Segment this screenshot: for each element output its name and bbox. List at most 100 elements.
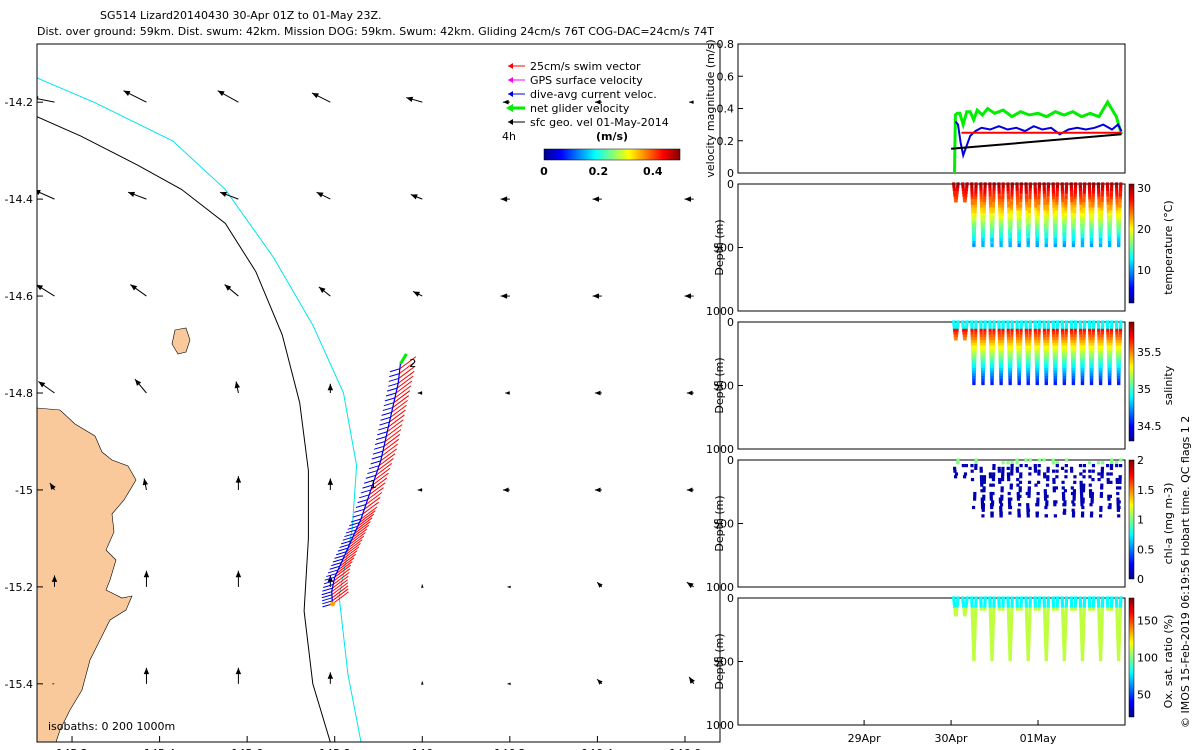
profile-sample-point	[1052, 477, 1056, 482]
profile-sample-point	[997, 325, 1001, 330]
profile-sample-point	[961, 185, 965, 189]
map-legend: 25cm/s swim vector GPS surface velocity …	[502, 60, 681, 178]
profile-sample-point	[1026, 511, 1030, 515]
profile-sample-point	[952, 182, 956, 186]
profile-sample-point	[973, 201, 978, 206]
profile-sample-point	[1054, 229, 1058, 234]
geo-vector-head	[318, 286, 326, 294]
geo-vector-head	[37, 189, 41, 196]
profile-sample-point	[974, 190, 978, 194]
profile-sample-point	[1045, 232, 1049, 236]
profile-sample-point	[982, 342, 986, 346]
profile-sample-point	[1100, 351, 1104, 355]
profile-sample-point	[1097, 613, 1101, 617]
profile-sample-point	[955, 607, 959, 611]
profile-sample-point	[1054, 224, 1058, 228]
profile-sample-point	[1071, 379, 1076, 383]
profile-sample-point	[1034, 345, 1038, 349]
map-background	[37, 44, 720, 742]
profile-sample-point	[1054, 348, 1059, 352]
profile-sample-point	[971, 632, 975, 636]
profile-sample-point	[1088, 469, 1092, 473]
profile-sample-point	[1082, 463, 1087, 468]
profile-sample-point	[1000, 204, 1005, 208]
legend-net-arrow-icon	[506, 104, 513, 112]
profile-sample-point	[1099, 229, 1103, 234]
geo-vector	[143, 667, 150, 684]
swim-vector	[394, 385, 412, 399]
profile-sample-point	[1016, 210, 1020, 214]
profile-sample-point	[973, 337, 978, 341]
profile-sample-point	[1018, 356, 1022, 360]
profile-sample-point	[1080, 241, 1085, 245]
geo-vector	[507, 682, 511, 686]
profile-sample-point	[997, 201, 1002, 206]
profile-sample-point	[1008, 238, 1012, 242]
profile-sample-point	[992, 190, 996, 194]
profile-sample-point	[1045, 351, 1049, 355]
profile-sample-point	[1110, 461, 1114, 465]
profile-sample-point	[1108, 505, 1112, 510]
profile-sample-point	[1117, 232, 1121, 236]
profile-sample-point	[998, 207, 1002, 211]
profile-sample-point	[1028, 601, 1032, 606]
profile-sample-point	[1007, 351, 1011, 355]
profile-sample-point	[1064, 207, 1068, 211]
profile-sample-point	[1064, 342, 1068, 346]
profile-sample-point	[1000, 351, 1004, 355]
profile-sample-point	[952, 325, 956, 330]
profile-sample-point	[973, 618, 977, 622]
map-axes: 145.2145.4145.6145.8146146.2146.4146.6-1…	[5, 96, 701, 750]
profile-sample-point	[972, 643, 977, 648]
profile-sample-point	[1018, 224, 1022, 228]
profile-sample-point	[973, 621, 977, 625]
swim-vector	[372, 472, 389, 486]
profile-sample-point	[1019, 201, 1023, 206]
speed-colorbar	[543, 148, 681, 161]
profile-sample-point	[981, 235, 985, 239]
profile-sample-point	[992, 325, 996, 330]
profile-sample-point	[1070, 337, 1074, 341]
profile-sample-point	[1080, 379, 1085, 383]
profile-sample-point	[1088, 489, 1093, 493]
profile-sample-point	[983, 187, 987, 192]
profile-sample-point	[961, 596, 965, 600]
profile-sample-point	[1042, 187, 1046, 192]
profile-sample-point	[1053, 241, 1058, 245]
profile-sample-point	[1027, 227, 1031, 231]
profile-sample-point	[997, 599, 1001, 603]
profile-sample-point	[1033, 601, 1037, 606]
profile-sample-point	[1016, 221, 1020, 225]
profile-sample-point	[1117, 379, 1121, 383]
profile-sample-point	[1010, 193, 1014, 197]
profile-sample-point	[1089, 381, 1094, 386]
profile-sample-point	[1106, 480, 1110, 484]
profile-sample-point	[1110, 458, 1114, 462]
profile-sample-point	[1054, 359, 1058, 363]
profile-sample-point	[989, 207, 993, 211]
profile-sample-point	[1060, 325, 1065, 330]
profile-sample-point	[1052, 201, 1056, 206]
profile-sample-point	[1010, 463, 1014, 468]
profile-sample-point	[970, 190, 974, 194]
profile-sample-point	[1099, 514, 1103, 518]
geo-vector-head	[502, 487, 509, 493]
profile-sample-point	[1078, 190, 1083, 194]
profile-sample-point	[1079, 353, 1084, 358]
profile-sample-point	[1010, 610, 1014, 614]
geo-vector	[592, 196, 602, 202]
profile-sample-point	[1079, 210, 1083, 214]
profile-sample-point	[1099, 379, 1103, 383]
profile-sample-point	[991, 483, 995, 487]
profile-ytick-label: 1000	[706, 305, 734, 318]
dac-vector	[322, 600, 333, 605]
profile-sample-point	[1117, 381, 1121, 386]
profile-sample-point	[972, 232, 976, 236]
profile-sample-point	[992, 463, 996, 468]
profile-sample-point	[982, 210, 986, 214]
profile-sample-point	[964, 601, 969, 606]
profile-sample-point	[1015, 182, 1019, 186]
profile-sample-point	[1017, 238, 1021, 242]
profile-sample-point	[1009, 221, 1013, 225]
profile-colorbar	[1128, 597, 1135, 718]
